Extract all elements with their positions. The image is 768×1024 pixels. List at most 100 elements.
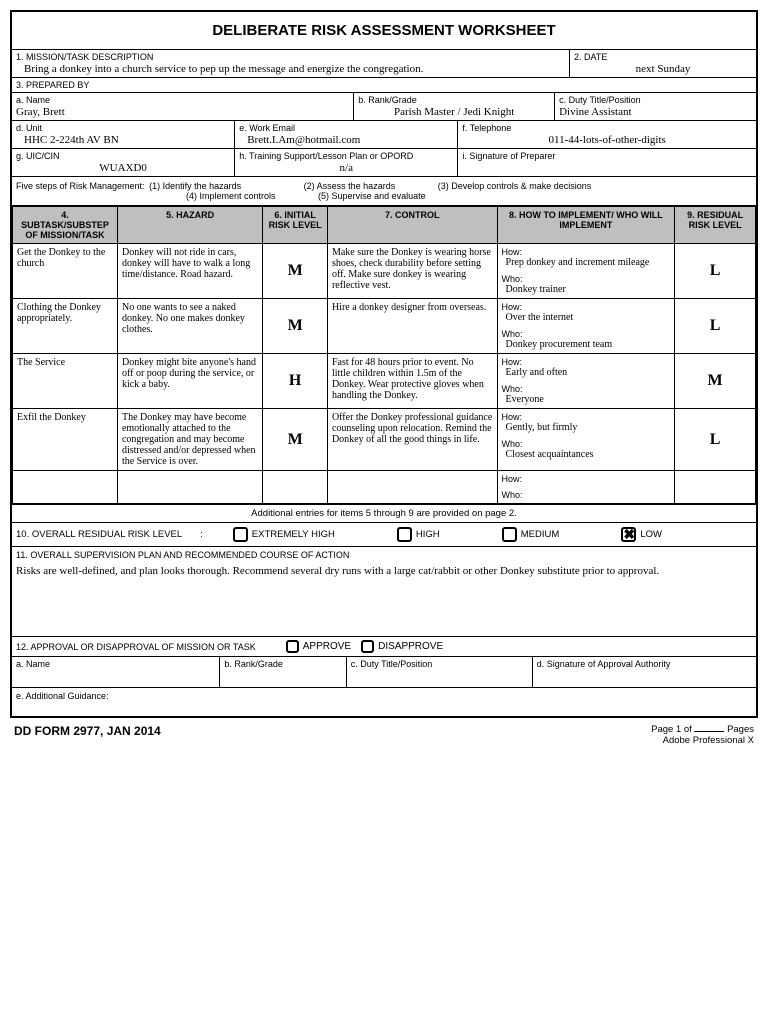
page-label: Page 1 of [651,724,692,735]
risk-option: EXTREMELY HIGH [233,527,335,542]
step-4: (4) Implement controls [186,191,276,201]
cell-control: Fast for 48 hours prior to event. No lit… [327,354,497,409]
col-control: 7. CONTROL [327,207,497,244]
step-5: (5) Supervise and evaluate [318,191,426,201]
cell-control: Offer the Donkey professional guidance c… [327,409,497,471]
col-initial: 6. INITIAL RISK LEVEL [263,207,328,244]
risk-checkbox[interactable] [502,527,517,542]
label-prepared-by: 3. PREPARED BY [12,78,756,93]
form-sheet: DELIBERATE RISK ASSESSMENT WORKSHEET 1. … [10,10,758,718]
value-signature [462,161,752,162]
approval-header: 12. APPROVAL OR DISAPPROVAL OF MISSION O… [12,637,756,657]
value-uic: WUAXD0 [16,161,230,174]
risk-option: LOW [621,527,662,542]
additional-note: Additional entries for items 5 through 9… [12,504,756,523]
table-row: Exfil the DonkeyThe Donkey may have beco… [13,409,756,471]
col-implement: 8. HOW TO IMPLEMENT/ WHO WILL IMPLEMENT [497,207,675,244]
label-name: a. Name [16,95,349,105]
label-email: e. Work Email [239,123,453,133]
pages-label: Pages [727,724,754,735]
label-overall-risk: 10. OVERALL RESIDUAL RISK LEVEL [16,529,182,540]
risk-checkbox[interactable] [397,527,412,542]
approve-checkbox[interactable] [286,640,299,653]
adobe-label: Adobe Professional X [663,735,754,746]
risk-option-label: LOW [640,529,662,540]
approve-label: APPROVE [303,641,351,652]
label-app-duty: c. Duty Title/Position [351,659,528,669]
form-title: DELIBERATE RISK ASSESSMENT WORKSHEET [12,12,756,50]
page-footer: DD FORM 2977, JAN 2014 Page 1 of Pages A… [10,720,758,746]
risk-option: MEDIUM [502,527,560,542]
label-rank: b. Rank/Grade [358,95,550,105]
cell-initial: M [263,409,328,471]
value-email: Brett.I.Am@hotmail.com [239,133,453,146]
form-number: DD FORM 2977, JAN 2014 [14,724,161,746]
risk-option-label: MEDIUM [521,529,560,540]
disapprove-label: DISAPPROVE [378,641,443,652]
cell-residual: L [675,244,756,299]
cell-hazard: Donkey might bite anyone's hand off or p… [117,354,262,409]
cell-hazard [117,471,262,504]
cell-residual: M [675,354,756,409]
risk-option-label: HIGH [416,529,440,540]
cell-residual [675,471,756,504]
cell-hazard: The Donkey may have become emotionally a… [117,409,262,471]
cell-subtask: Get the Donkey to the church [13,244,118,299]
label-app-rank: b. Rank/Grade [224,659,341,669]
label-training: h. Training Support/Lesson Plan or OPORD [239,151,453,161]
table-row: Get the Donkey to the churchDonkey will … [13,244,756,299]
label-signature: i. Signature of Preparer [462,151,752,161]
value-phone: 011-44-lots-of-other-digits [462,133,752,146]
risk-checkbox[interactable] [621,527,636,542]
cell-implement: How:Who: [497,471,675,504]
label-approval: 12. APPROVAL OR DISAPPROVAL OF MISSION O… [16,642,256,652]
cell-initial: H [263,354,328,409]
value-name: Gray, Brett [16,105,349,118]
supervision-section: 11. OVERALL SUPERVISION PLAN AND RECOMME… [12,547,756,637]
col-hazard: 5. HAZARD [117,207,262,244]
row-abc: a. Name Gray, Brett b. Rank/Grade Parish… [12,93,756,121]
cell-implement: How:Over the internetWho:Donkey procurem… [497,299,675,354]
step-2: (2) Assess the hazards [304,181,396,191]
overall-risk-row: 10. OVERALL RESIDUAL RISK LEVEL : EXTREM… [12,523,756,547]
risk-option: HIGH [397,527,440,542]
label-app-name: a. Name [16,659,215,669]
cell-initial: M [263,244,328,299]
steps-intro: Five steps of Risk Management: [16,181,145,191]
cell-subtask: Exfil the Donkey [13,409,118,471]
cell-hazard: Donkey will not ride in cars, donkey wil… [117,244,262,299]
cell-implement: How:Gently, but firmlyWho:Closest acquai… [497,409,675,471]
value-rank: Parish Master / Jedi Knight [358,105,550,118]
label-duty: c. Duty Title/Position [559,95,752,105]
row-1-2: 1. MISSION/TASK DESCRIPTION Bring a donk… [12,50,756,78]
label-uic: g. UIC/CIN [16,151,230,161]
value-training: n/a [239,161,453,174]
cell-control [327,471,497,504]
cell-residual: L [675,299,756,354]
label-supervision: 11. OVERALL SUPERVISION PLAN AND RECOMME… [16,550,752,560]
value-date: next Sunday [574,62,752,75]
risk-option-label: EXTREMELY HIGH [252,529,335,540]
cell-implement: How:Prep donkey and increment mileageWho… [497,244,675,299]
step-1: (1) Identify the hazards [149,181,241,191]
step-3: (3) Develop controls & make decisions [438,181,592,191]
cell-residual: L [675,409,756,471]
label-app-sig: d. Signature of Approval Authority [537,659,752,669]
additional-guidance: e. Additional Guidance: [12,688,756,716]
value-mission: Bring a donkey into a church service to … [16,62,565,75]
table-header-row: 4. SUBTASK/SUBSTEP OF MISSION/TASK 5. HA… [13,207,756,244]
disapprove-checkbox[interactable] [361,640,374,653]
risk-checkbox[interactable] [233,527,248,542]
table-row: The ServiceDonkey might bite anyone's ha… [13,354,756,409]
cell-subtask: Clothing the Donkey appropriately. [13,299,118,354]
cell-initial [263,471,328,504]
row-ghi: g. UIC/CIN WUAXD0 h. Training Support/Le… [12,149,756,177]
value-unit: HHC 2-224th AV BN [16,133,230,146]
label-date: 2. DATE [574,52,752,62]
cell-subtask [13,471,118,504]
col-residual: 9. RESIDUAL RISK LEVEL [675,207,756,244]
row-def: d. Unit HHC 2-224th AV BN e. Work Email … [12,121,756,149]
table-row: How:Who: [13,471,756,504]
table-row: Clothing the Donkey appropriately.No one… [13,299,756,354]
value-supervision: Risks are well-defined, and plan looks t… [16,564,752,577]
